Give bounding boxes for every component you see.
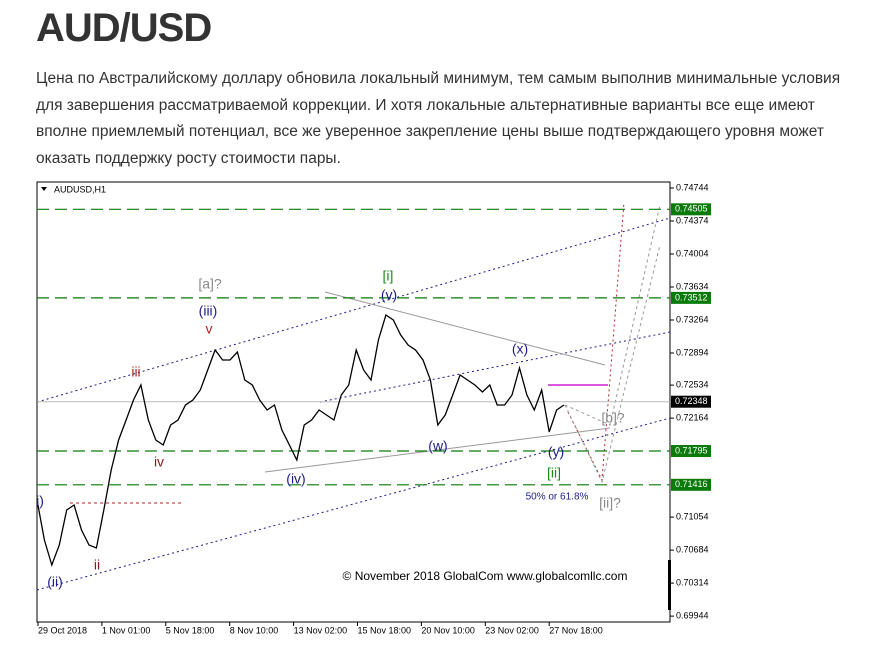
wave-label: [ii]: [547, 465, 561, 481]
x-tick-label: 5 Nov 18:00: [166, 625, 215, 635]
y-tick-label: 0.74374: [676, 215, 709, 225]
level-badge: [671, 445, 711, 458]
x-tick-label: 15 Nov 18:00: [358, 625, 412, 635]
wave-label: (x): [512, 341, 528, 357]
wave-label: (w): [428, 438, 447, 454]
wave-label: ii: [94, 557, 100, 573]
price-line: [36, 313, 565, 568]
level-label: 0.73512: [675, 292, 708, 302]
x-tick-label: 13 Nov 02:00: [294, 625, 348, 635]
wave-label: (y): [548, 444, 564, 460]
symbol-label: AUDUSD,H1: [54, 184, 106, 194]
y-tick-label: 0.70684: [676, 544, 709, 554]
y-tick-label: 0.72534: [676, 379, 709, 389]
wave-label: iii: [131, 364, 140, 380]
wave-label: (iv): [286, 471, 305, 487]
y-tick-label: 0.73634: [676, 281, 709, 291]
level-badge: [671, 291, 711, 304]
y-tick-label: 0.69944: [676, 610, 709, 620]
channel-lines: [36, 201, 671, 591]
wave-label: i): [36, 493, 44, 509]
wave-label: [i]: [383, 268, 394, 284]
wave-label: 50% or 61.8%: [526, 492, 589, 503]
wave-label: [b]?: [601, 410, 625, 426]
wave-label: [a]?: [198, 276, 222, 292]
wave-label: (iii): [199, 303, 218, 319]
level-label: 0.71416: [675, 479, 708, 489]
wave-label: [ii]?: [599, 495, 621, 511]
scroll-marker: [668, 560, 671, 610]
menu-arrow: [41, 187, 47, 191]
y-tick-label: 0.73264: [676, 314, 709, 324]
y-tick-label: 0.72164: [676, 412, 709, 422]
level-label: 0.74505: [675, 204, 708, 214]
x-tick-label: 20 Nov 10:00: [421, 625, 475, 635]
paragraph: Цена по Австралийскому доллару обновила …: [36, 70, 841, 167]
x-tick-label: 27 Nov 18:00: [549, 625, 603, 635]
x-tick-label: 1 Nov 01:00: [102, 625, 151, 635]
x-tick-label: 8 Nov 10:00: [230, 625, 279, 635]
level-badge: [671, 478, 711, 491]
x-tick-label: 23 Nov 02:00: [485, 625, 539, 635]
x-tick-label: 29 Oct 2018: [38, 625, 87, 635]
y-tick-label: 0.71054: [676, 511, 709, 521]
y-tick-label: 0.74004: [676, 248, 709, 258]
wave-label: (ii): [47, 574, 63, 590]
wave-label: iv: [154, 454, 164, 470]
copyright: © November 2018 GlobalCom www.globalcoml…: [343, 569, 628, 583]
current-price-label: 0.72348: [675, 396, 708, 406]
wave-label: v: [206, 321, 213, 337]
current-price-badge: [671, 395, 711, 408]
wave-label: (v): [381, 287, 397, 303]
level-badge: [671, 203, 711, 216]
level-label: 0.71795: [675, 445, 708, 455]
y-tick-label: 0.70314: [676, 577, 709, 587]
y-tick-label: 0.74744: [676, 182, 709, 192]
title: AUD/USD: [36, 6, 212, 50]
y-tick-label: 0.72894: [676, 347, 709, 357]
